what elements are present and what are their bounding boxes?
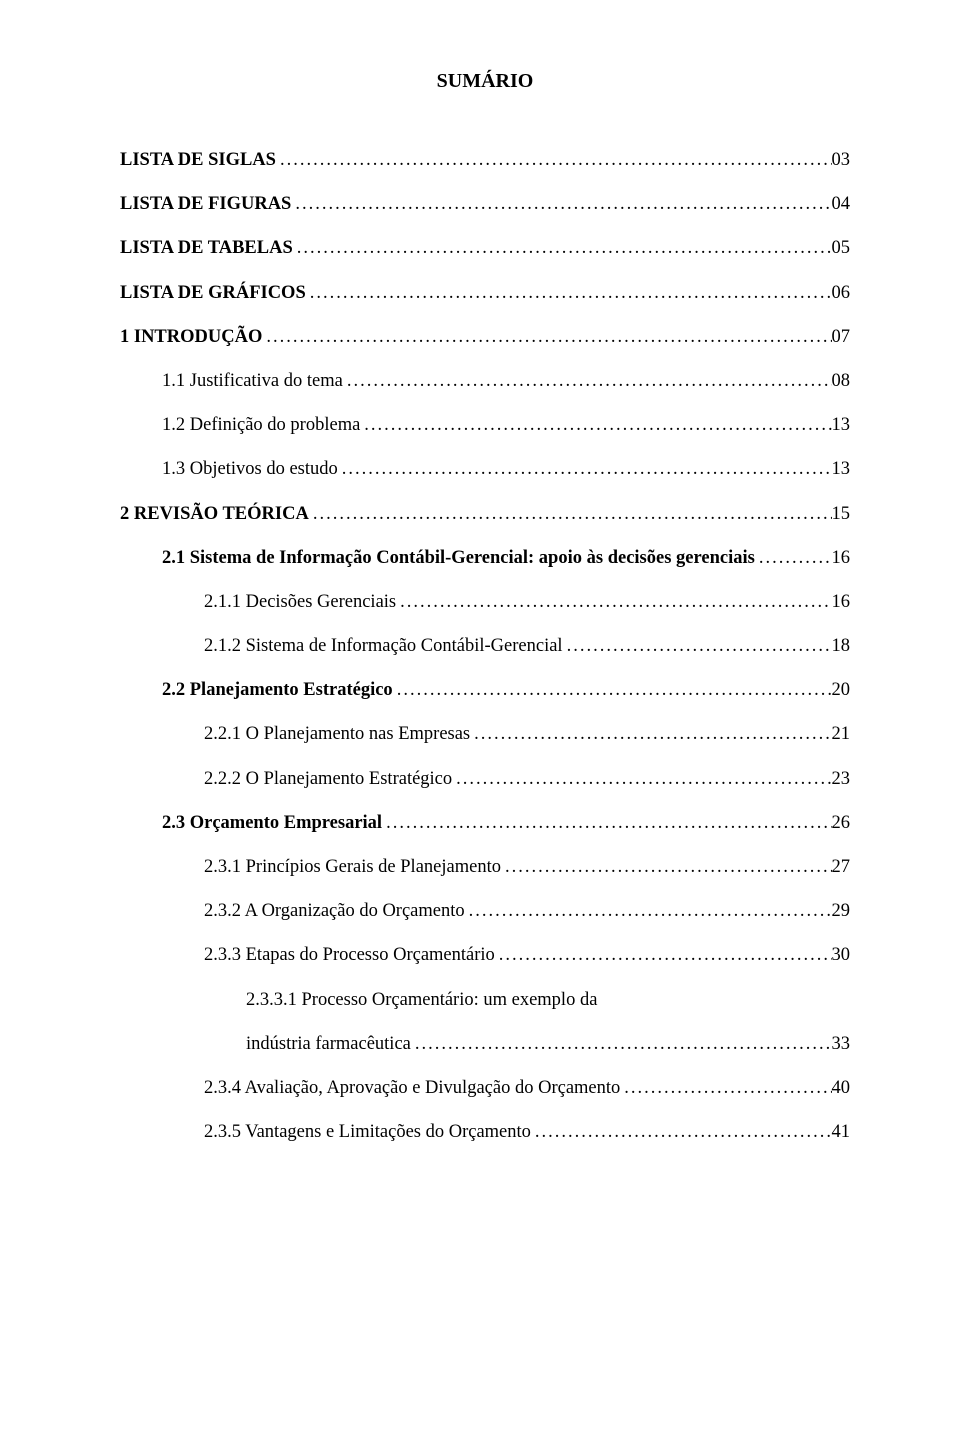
toc-entry-label: 1.3 Objetivos do estudo [162, 458, 338, 480]
toc-leader-dots [465, 900, 832, 922]
toc-entry-page: 27 [832, 856, 851, 878]
toc-entry: 2.1 Sistema de Informação Contábil-Geren… [120, 547, 850, 569]
toc-leader-dots [343, 370, 832, 392]
toc-entry-page: 08 [832, 370, 851, 392]
toc-leader-dots [411, 1033, 832, 1055]
toc-entry-page: 41 [832, 1121, 851, 1143]
toc-entry-page: 21 [832, 723, 851, 745]
toc-entry: LISTA DE GRÁFICOS 06 [120, 282, 850, 304]
toc-entry-page: 06 [832, 282, 851, 304]
toc-entry-label: 1 INTRODUÇÃO [120, 326, 262, 348]
toc-entry: 2.2.1 O Planejamento nas Empresas 21 [120, 723, 850, 745]
toc-entry-label: 2.3.2 A Organização do Orçamento [204, 900, 465, 922]
toc-leader-dots [531, 1121, 832, 1143]
toc-entry-page: 30 [832, 944, 851, 966]
toc-entry-page: 04 [832, 193, 851, 215]
toc-leader-dots [396, 591, 831, 613]
toc-entry: 1.2 Definição do problema 13 [120, 414, 850, 436]
toc-leader-dots [291, 193, 831, 215]
toc-entry-page: 40 [832, 1077, 851, 1099]
toc-entry: 2.3.3.1 Processo Orçamentário: um exempl… [120, 989, 850, 1055]
toc-entry-label: 2.1.2 Sistema de Informação Contábil-Ger… [204, 635, 563, 657]
toc-leader-dots [293, 237, 832, 259]
toc-entry-page: 26 [832, 812, 851, 834]
toc-entry-label: 2.3.4 Avaliação, Aprovação e Divulgação … [204, 1077, 620, 1099]
toc-leader-dots [755, 547, 832, 569]
toc-entry-label-line1: 2.3.3.1 Processo Orçamentário: um exempl… [120, 989, 850, 1011]
toc-entry: 1 INTRODUÇÃO 07 [120, 326, 850, 348]
toc-entry: LISTA DE SIGLAS 03 [120, 149, 850, 171]
toc-entry-page: 03 [832, 149, 851, 171]
toc-entry-label: 1.1 Justificativa do tema [162, 370, 343, 392]
toc-entry-label: 2.2.1 O Planejamento nas Empresas [204, 723, 470, 745]
toc-entry-label: 2 REVISÃO TEÓRICA [120, 503, 309, 525]
toc-entry-row: indústria farmacêutica 33 [120, 1033, 850, 1055]
toc-entry-label: LISTA DE FIGURAS [120, 193, 291, 215]
toc-entry-page: 13 [832, 458, 851, 480]
toc-entry: 2.3.4 Avaliação, Aprovação e Divulgação … [120, 1077, 850, 1099]
toc-entry-label: 2.3.5 Vantagens e Limitações do Orçament… [204, 1121, 531, 1143]
toc-entry: 1.3 Objetivos do estudo 13 [120, 458, 850, 480]
toc-entry-label: 1.2 Definição do problema [162, 414, 360, 436]
toc-entry: 2.1.2 Sistema de Informação Contábil-Ger… [120, 635, 850, 657]
toc-entry: 2 REVISÃO TEÓRICA 15 [120, 503, 850, 525]
toc-entry-label: 2.1.1 Decisões Gerenciais [204, 591, 396, 613]
toc-entry: 2.3.5 Vantagens e Limitações do Orçament… [120, 1121, 850, 1143]
toc-leader-dots [563, 635, 832, 657]
toc-entry-label: 2.3.3 Etapas do Processo Orçamentário [204, 944, 495, 966]
page-title: SUMÁRIO [120, 70, 850, 93]
toc-entry: 2.3.3 Etapas do Processo Orçamentário 30 [120, 944, 850, 966]
toc-leader-dots [262, 326, 831, 348]
toc-entry-page: 07 [832, 326, 851, 348]
toc-entry: 1.1 Justificativa do tema 08 [120, 370, 850, 392]
toc-entry-label: LISTA DE SIGLAS [120, 149, 276, 171]
toc-leader-dots [276, 149, 832, 171]
toc-entry-label: LISTA DE TABELAS [120, 237, 293, 259]
toc-leader-dots [495, 944, 832, 966]
toc-entry: 2.3 Orçamento Empresarial 26 [120, 812, 850, 834]
toc-entry: LISTA DE FIGURAS 04 [120, 193, 850, 215]
toc-entry: LISTA DE TABELAS 05 [120, 237, 850, 259]
toc-entry-page: 33 [832, 1033, 851, 1055]
toc-entry-label: 2.1 Sistema de Informação Contábil-Geren… [162, 547, 755, 569]
toc-entry-label: LISTA DE GRÁFICOS [120, 282, 306, 304]
toc-entry: 2.2.2 O Planejamento Estratégico 23 [120, 768, 850, 790]
toc-entry: 2.2 Planejamento Estratégico 20 [120, 679, 850, 701]
toc-entry-page: 20 [832, 679, 851, 701]
toc-leader-dots [360, 414, 831, 436]
toc-leader-dots [309, 503, 832, 525]
toc-leader-dots [452, 768, 831, 790]
toc-entry-label: 2.3 Orçamento Empresarial [162, 812, 382, 834]
toc-leader-dots [338, 458, 832, 480]
toc-entry-page: 29 [832, 900, 851, 922]
toc-leader-dots [620, 1077, 831, 1099]
toc-entry: 2.3.1 Princípios Gerais de Planejamento 2… [120, 856, 850, 878]
toc-entry-page: 16 [832, 547, 851, 569]
toc-entry-page: 15 [832, 503, 851, 525]
toc-entry-label: 2.2 Planejamento Estratégico [162, 679, 393, 701]
toc-entry-page: 16 [832, 591, 851, 613]
toc-entry: 2.3.2 A Organização do Orçamento 29 [120, 900, 850, 922]
toc-leader-dots [470, 723, 831, 745]
toc-entry-label: indústria farmacêutica [246, 1033, 411, 1055]
toc-leader-dots [393, 679, 832, 701]
toc-entry-page: 23 [832, 768, 851, 790]
toc-leader-dots [501, 856, 832, 878]
toc-entry-page: 18 [832, 635, 851, 657]
toc-entry-page: 05 [832, 237, 851, 259]
toc-leader-dots [382, 812, 831, 834]
toc-entry-page: 13 [832, 414, 851, 436]
toc-entry-label: 2.2.2 O Planejamento Estratégico [204, 768, 452, 790]
toc-entry: 2.1.1 Decisões Gerenciais 16 [120, 591, 850, 613]
toc-entry-label: 2.3.1 Princípios Gerais de Planejamento [204, 856, 501, 878]
toc-container: LISTA DE SIGLAS03LISTA DE FIGURAS04LISTA… [120, 149, 850, 1143]
toc-leader-dots [306, 282, 832, 304]
